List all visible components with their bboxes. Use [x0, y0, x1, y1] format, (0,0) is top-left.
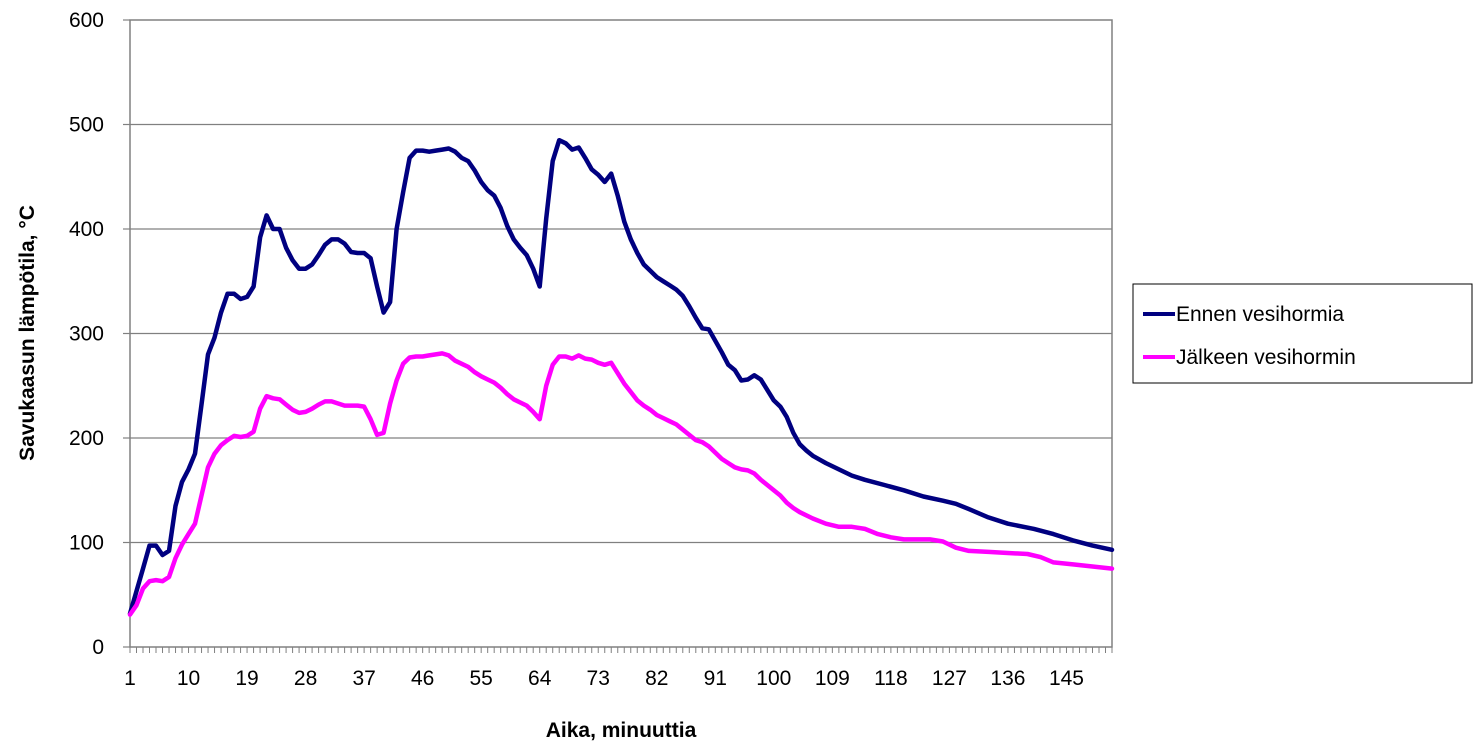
y-tick-label: 0 — [92, 636, 104, 659]
x-tick-label: 145 — [1049, 667, 1084, 690]
x-axis-title: Aika, minuuttia — [546, 719, 697, 742]
series-line-jalkeen-vesihormin — [127, 351, 1115, 617]
x-tick-label: 136 — [990, 667, 1025, 690]
x-tick-label: 73 — [587, 667, 610, 690]
x-tick-label: 28 — [294, 667, 317, 690]
x-tick-label: 10 — [177, 667, 200, 690]
series-lines — [127, 137, 1115, 617]
x-tick-label: 91 — [704, 667, 727, 690]
series-line-ennen-vesihormia — [127, 137, 1115, 616]
x-tick-label: 46 — [411, 667, 434, 690]
y-axis-title: Savukaasun lämpötila, °C — [16, 205, 39, 461]
x-tick-label: 118 — [874, 667, 907, 690]
y-tick-label: 500 — [69, 114, 104, 137]
x-tick-label: 109 — [815, 667, 850, 690]
x-axis: 1 10 19 28 37 46 55 64 73 82 91 100 109 118 127 136 145 — [124, 647, 1113, 690]
y-tick-label: 300 — [69, 323, 104, 346]
legend: Ennen vesihormia Jälkeen vesihormin — [1132, 283, 1473, 384]
x-tick-label: 19 — [235, 667, 258, 690]
legend-label-jalkeen: Jälkeen vesihormin — [1176, 346, 1356, 369]
legend-label-ennen: Ennen vesihormia — [1176, 303, 1344, 326]
y-tick-label: 100 — [69, 532, 104, 555]
y-tick-label: 400 — [69, 218, 104, 241]
x-tick-label: 37 — [352, 667, 375, 690]
x-tick-label: 100 — [756, 667, 791, 690]
y-tick-label: 200 — [69, 427, 104, 450]
x-tick-label: 55 — [469, 667, 492, 690]
y-axis: 0 100 200 300 400 500 600 — [69, 9, 130, 659]
x-tick-label: 127 — [932, 667, 967, 690]
x-tick-label: 64 — [528, 667, 552, 690]
legend-box — [1132, 283, 1473, 384]
gridlines — [130, 123, 1112, 544]
x-tick-label: 82 — [645, 667, 668, 690]
x-tick-label: 1 — [124, 667, 136, 690]
y-tick-label: 600 — [69, 9, 104, 32]
